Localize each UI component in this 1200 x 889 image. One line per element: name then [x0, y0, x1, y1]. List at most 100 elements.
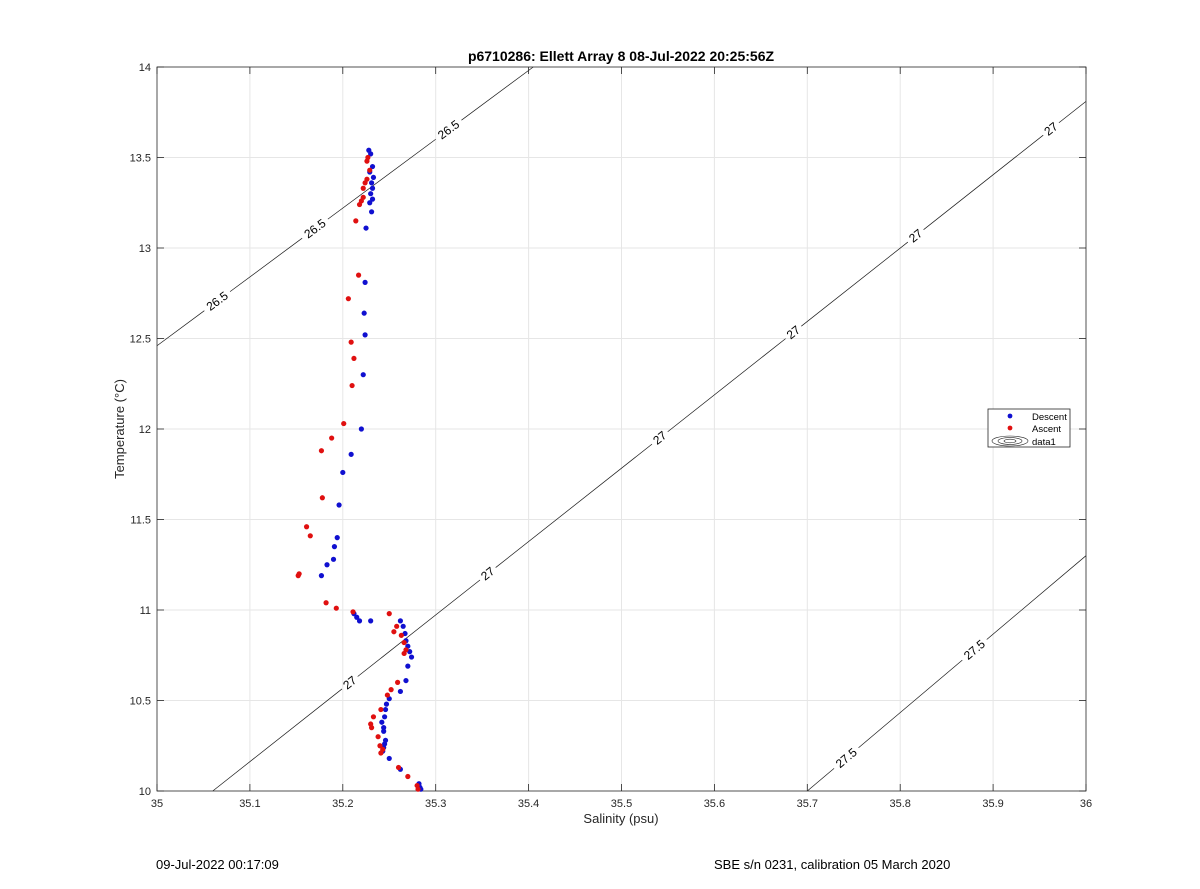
descent-point [370, 174, 377, 181]
isopycnal-line [495, 443, 653, 568]
x-tick-label: 35.3 [425, 798, 446, 810]
ascent-point [323, 600, 329, 606]
chart-title: p6710286: Ellett Array 8 08-Jul-2022 20:… [468, 48, 775, 64]
descent-point [334, 535, 340, 541]
x-tick-label: 35.9 [982, 798, 1003, 810]
x-tick-label: 35.4 [518, 798, 539, 810]
descent-point [382, 706, 389, 713]
descent-point [381, 728, 387, 734]
descent-point [369, 196, 376, 202]
descent-point [405, 663, 411, 669]
y-tick-label: 10 [139, 786, 151, 798]
ascent-point [345, 296, 351, 302]
y-tick-label: 13.5 [130, 153, 151, 165]
ascent-point [333, 605, 339, 611]
x-tick-label: 35.1 [239, 798, 260, 810]
x-tick-label: 35.8 [889, 798, 910, 810]
legend-contour-icon [991, 435, 1029, 447]
descent-point [361, 310, 367, 316]
ascent-point [350, 609, 356, 615]
ascent-point [395, 679, 401, 686]
descent-point [356, 618, 363, 624]
ascent-point [367, 167, 373, 173]
ascent-point [341, 420, 347, 427]
descent-point [318, 573, 325, 579]
legend: Descent Ascent data1 [987, 408, 1071, 448]
ascent-point [360, 185, 366, 191]
isopycnal-line [229, 237, 303, 292]
ascent-point [319, 495, 325, 501]
descent-point [400, 623, 406, 629]
ascent-point [391, 629, 397, 635]
x-axis-label: Salinity (psu) [583, 811, 658, 826]
ascent-point [370, 714, 377, 720]
descent-point [368, 151, 374, 157]
y-axis-label: Temperature (°C) [112, 379, 127, 479]
ascent-point [405, 773, 411, 780]
x-tick-label: 35 [151, 798, 163, 810]
descent-point [340, 469, 346, 476]
grid [157, 67, 1086, 791]
y-tick-label: 10.5 [130, 696, 151, 708]
x-tick-label: 35.2 [332, 798, 353, 810]
descent-point [360, 372, 366, 378]
ascent-point [388, 687, 394, 693]
descent-point [368, 180, 375, 186]
ascent-point [303, 524, 310, 530]
legend-entry-ascent: Ascent [1032, 424, 1061, 435]
isopycnal-line [327, 138, 436, 220]
data-points [295, 147, 424, 792]
ascent-point [295, 573, 301, 579]
y-tick-label: 11 [140, 605, 151, 617]
descent-point [379, 719, 385, 725]
isopycnal-line [156, 310, 205, 347]
ascent-point [364, 158, 370, 164]
ascent-point [375, 734, 381, 740]
descent-point [336, 502, 342, 508]
descent-point [369, 185, 376, 191]
descent-point [368, 191, 374, 197]
ascent-point [353, 218, 359, 224]
y-tick-label: 13 [139, 243, 151, 255]
descent-point [363, 225, 369, 231]
descent-point [362, 279, 368, 285]
descent-point [408, 654, 415, 660]
y-tick-label: 11.5 [130, 515, 151, 527]
legend-marker-ascent [1007, 425, 1013, 431]
x-tick-label: 36 [1080, 798, 1092, 810]
descent-point [381, 725, 387, 731]
descent-point [383, 701, 390, 707]
ascent-point [378, 750, 384, 756]
descent-point [324, 562, 330, 568]
descent-point [348, 451, 354, 457]
x-tick-label: 35.6 [704, 798, 725, 810]
ascent-point [362, 180, 368, 186]
isopycnal-line [923, 134, 1044, 230]
isopycnal-line [1058, 101, 1087, 124]
ascent-point [329, 435, 335, 441]
ascent-point [394, 623, 400, 629]
ascent-point [348, 339, 354, 345]
isopycnal-line [667, 338, 786, 432]
ascent-point [378, 706, 384, 713]
y-tick-label: 12 [139, 424, 151, 436]
isopycnal-line [801, 241, 909, 327]
descent-point [382, 714, 388, 720]
footer-calibration: SBE s/n 0231, calibration 05 March 2020 [714, 857, 951, 872]
isopycnal-line [807, 768, 835, 792]
ascent-point [401, 639, 407, 646]
ascent-point [395, 764, 402, 771]
y-axis: 10 10.5 11 11.5 12 12.5 13 13.5 14 [130, 62, 1086, 798]
x-axis: 35 35.1 35.2 35.3 35.4 35.5 35.6 35.7 35.8 35.9 36 [151, 67, 1092, 810]
descent-point [397, 688, 403, 695]
legend-marker-descent [1007, 413, 1013, 419]
descent-point [368, 618, 374, 624]
ascent-point [398, 632, 404, 638]
ascent-point [368, 725, 375, 731]
x-tick-label: 35.7 [797, 798, 818, 810]
isopycnal-line [461, 66, 534, 121]
ascent-point [349, 382, 355, 389]
descent-point [330, 556, 337, 562]
legend-entry-descent: Descent [1032, 412, 1067, 423]
